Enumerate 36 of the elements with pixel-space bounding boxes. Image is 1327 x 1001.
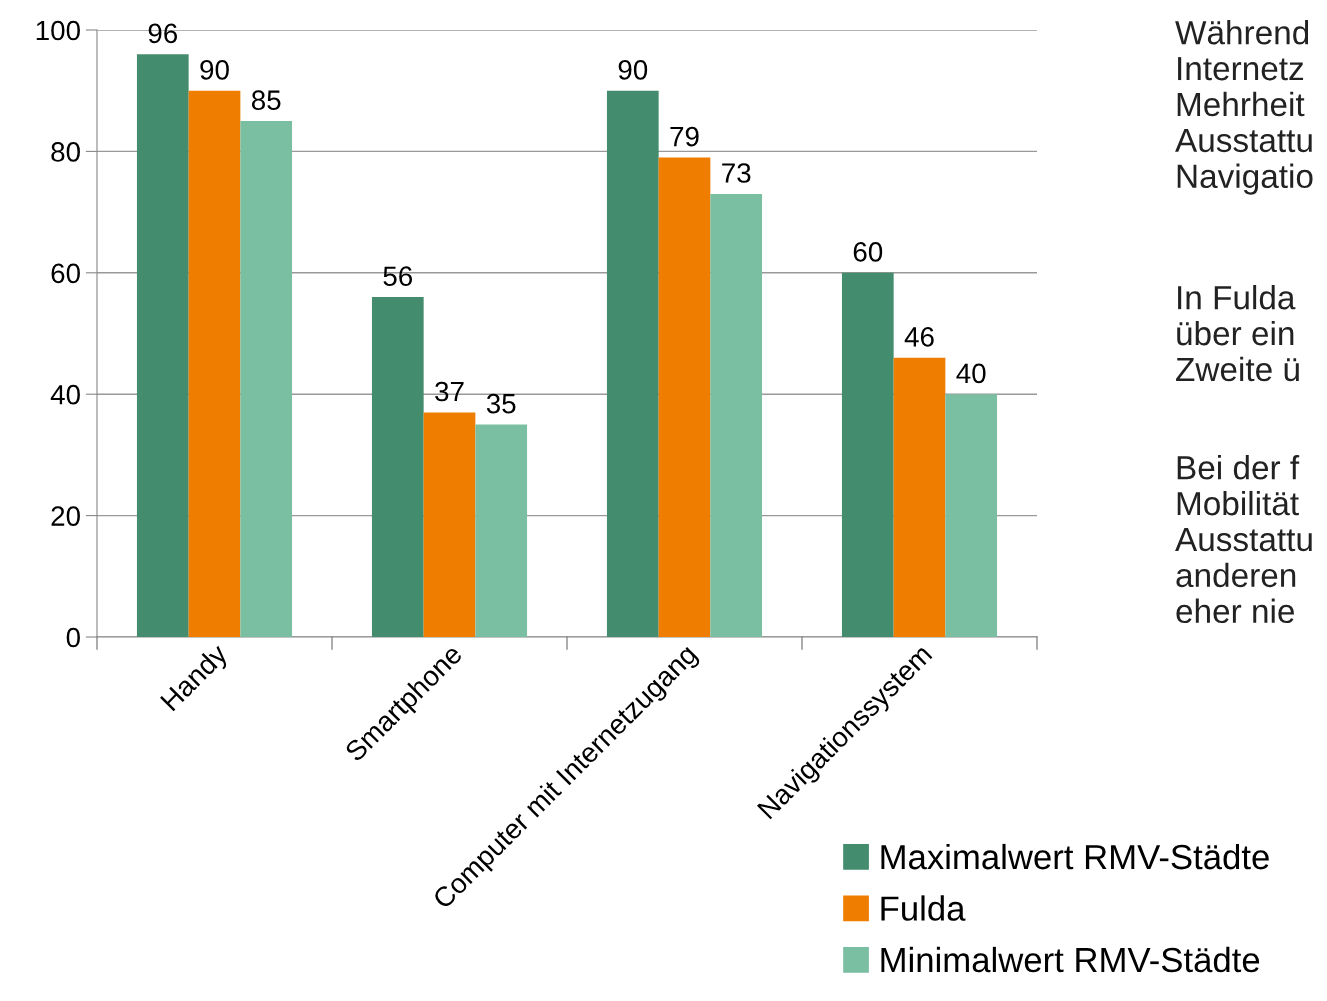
y-tick-label: 60 [51, 263, 80, 284]
bar [423, 412, 476, 637]
text: Während Internetz Mehrheit Ausstattu Navigatio [1175, 20, 1313, 195]
data-label: 60 [853, 242, 883, 262]
legend-label: Minimalwert RMV-Städte [881, 946, 1260, 973]
y-tick-label: 0 [66, 627, 80, 648]
data-label: 90 [618, 59, 648, 80]
bar [658, 157, 711, 637]
bar [710, 193, 763, 637]
data-label: 96 [148, 23, 178, 44]
text: In Fulda über ein Zweite ü [1176, 285, 1299, 382]
bar [841, 272, 894, 637]
data-label: 46 [904, 327, 934, 347]
data-label: 37 [435, 381, 464, 402]
data-label: 73 [722, 163, 751, 183]
data-label: 79 [670, 126, 699, 147]
y-tick-label: 40 [50, 384, 80, 405]
bar [945, 394, 998, 637]
data-label: 85 [251, 90, 281, 110]
legend-label: Maximalwert RMV-Städte [881, 843, 1269, 870]
bar [240, 121, 293, 637]
bar [893, 357, 946, 637]
bar [371, 297, 424, 637]
bar [188, 90, 241, 637]
y-tick-label: 80 [51, 142, 80, 162]
bar [136, 54, 189, 637]
data-label: 40 [956, 363, 986, 384]
y-tick-label: 100 [36, 20, 80, 41]
data-label: 56 [383, 266, 413, 287]
legend-label: Fulda [881, 895, 966, 921]
data-label: 35 [486, 393, 516, 414]
data-label: 90 [200, 59, 229, 80]
y-tick-label: 20 [51, 506, 80, 526]
bar [606, 90, 659, 637]
bar [475, 424, 528, 637]
text: Bei der f Mobilität Ausstattu anderen eher nie [1175, 455, 1312, 624]
